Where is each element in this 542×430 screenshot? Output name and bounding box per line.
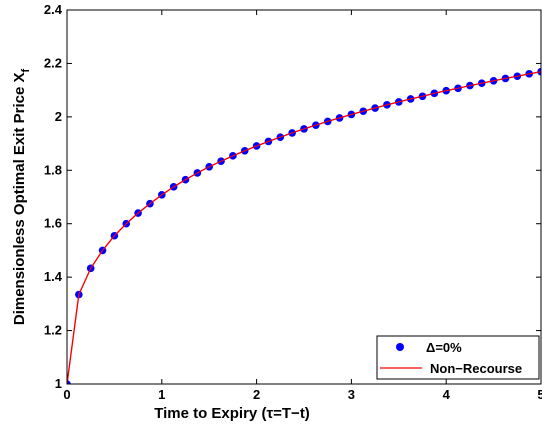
y-tick-label: 1.6	[44, 216, 62, 231]
x-tick-label: 5	[537, 387, 542, 402]
y-tick-label: 2.4	[44, 2, 63, 17]
legend: Δ=0% Non−Recourse	[376, 335, 540, 380]
y-tick-label: 1.4	[44, 269, 63, 284]
plot-frame	[66, 9, 542, 385]
legend-label-nonrecourse: Non−Recourse	[430, 361, 522, 376]
x-axis-title: Time to Expiry (τ=T−t)	[154, 405, 310, 422]
y-tick-label: 1.2	[44, 323, 62, 338]
y-tick-label: 1.8	[44, 162, 62, 177]
plot-area	[67, 10, 541, 384]
x-tick-label: 4	[443, 387, 451, 402]
x-tick-label: 2	[253, 387, 260, 402]
legend-box	[376, 335, 540, 380]
y-tick-label: 2.2	[44, 55, 62, 70]
x-tick-label: 3	[348, 387, 355, 402]
x-tick-label: 0	[63, 387, 70, 402]
y-tick-label: 2	[55, 109, 62, 124]
y-tick-label: 1	[55, 376, 62, 391]
legend-label-delta: Δ=0%	[426, 340, 462, 355]
series-line-nonrecourse-overlay	[67, 71, 541, 384]
y-axis-title: Dimensionless Optimal Exit Price Xf	[11, 69, 32, 326]
x-tick-label: 1	[158, 387, 165, 402]
legend-marker-delta	[396, 343, 404, 351]
y-axis-title-subscript: f	[20, 69, 32, 73]
data-point-delta	[67, 380, 71, 384]
